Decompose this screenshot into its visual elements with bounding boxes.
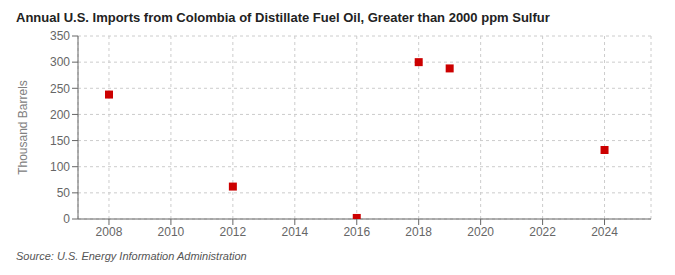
svg-text:2020: 2020 xyxy=(467,225,494,239)
svg-text:50: 50 xyxy=(57,186,71,200)
svg-text:2024: 2024 xyxy=(591,225,618,239)
svg-text:2008: 2008 xyxy=(96,225,123,239)
svg-text:300: 300 xyxy=(50,55,70,69)
svg-text:2016: 2016 xyxy=(343,225,370,239)
html-text:Annual U.S. Imports from Colom: Annual U.S. Imports from Colombia of Dis… xyxy=(16,10,550,25)
svg-text:100: 100 xyxy=(50,160,70,174)
svg-text:250: 250 xyxy=(50,82,70,96)
svg-text:2010: 2010 xyxy=(158,225,185,239)
svg-text:2014: 2014 xyxy=(281,225,308,239)
svg-text:200: 200 xyxy=(50,108,70,122)
svg-text:2012: 2012 xyxy=(220,225,247,239)
svg-text:2018: 2018 xyxy=(405,225,432,239)
svg-text:150: 150 xyxy=(50,134,70,148)
svg-text:2022: 2022 xyxy=(529,225,556,239)
svg-text:0: 0 xyxy=(63,212,70,226)
svg-text:Thousand Barrels: Thousand Barrels xyxy=(16,80,30,175)
html-text:Source: U.S. Energy Informatio: Source: U.S. Energy Information Administ… xyxy=(16,250,247,262)
svg-text:350: 350 xyxy=(50,29,70,43)
